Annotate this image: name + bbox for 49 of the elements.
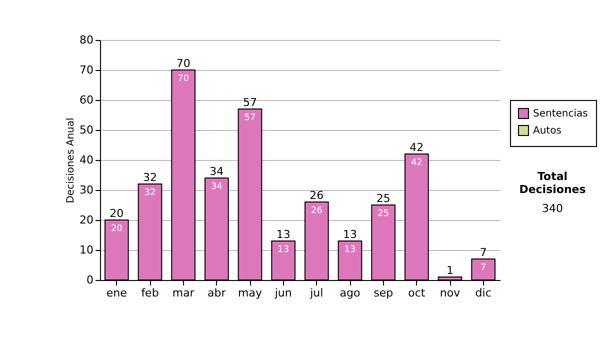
data-label: 20: [110, 224, 123, 234]
y-tick-label: 20: [80, 214, 94, 226]
total-label: 42: [410, 141, 424, 154]
data-label: 57: [244, 113, 256, 123]
x-tick-label: abr: [208, 286, 226, 300]
total-label: 13: [276, 228, 290, 241]
total-label: 13: [343, 228, 357, 241]
x-tick-label: mar: [172, 286, 195, 300]
x-tick-label: jul: [309, 286, 324, 300]
data-label: 7: [480, 263, 486, 273]
total-label: 7: [480, 246, 487, 259]
data-label: 34: [210, 182, 223, 192]
total-label: 26: [310, 189, 324, 202]
data-label: 13: [344, 245, 356, 255]
text: Total Decisiones: [518, 170, 587, 196]
y-tick-label: 80: [80, 34, 94, 46]
text: 340: [541, 202, 564, 215]
data-label: 70: [178, 74, 190, 84]
data-label: 13: [278, 245, 290, 255]
x-tick-label: oct: [408, 286, 426, 300]
total-label: 32: [143, 171, 157, 184]
x-tick-label: sep: [374, 286, 394, 300]
y-axis-title: Decisiones Anual: [66, 118, 77, 204]
x-tick-label: nov: [440, 286, 461, 300]
data-label: 32: [144, 188, 156, 198]
total-label: 25: [376, 192, 390, 205]
total-label: 70: [176, 57, 190, 70]
y-tick-label: 40: [80, 154, 94, 166]
x-tick-label: jun: [274, 286, 292, 300]
total-label: 57: [243, 96, 257, 109]
data-label: 25: [378, 209, 390, 219]
total-label: 20: [110, 207, 124, 220]
y-tick-label: 60: [80, 94, 94, 106]
y-tick-label: 0: [86, 274, 94, 286]
total-label: 34: [210, 165, 224, 178]
x-tick-label: dic: [475, 286, 492, 300]
x-tick-label: feb: [141, 286, 159, 300]
legend-label: Autos: [533, 126, 562, 136]
total-label: 1: [446, 264, 454, 277]
y-tick-label: 30: [80, 184, 94, 196]
x-tick-label: ene: [106, 286, 128, 300]
data-label: 42: [410, 158, 422, 168]
y-tick-label: 70: [80, 64, 94, 76]
legend-label: Sentencias: [533, 108, 588, 120]
y-tick-label: 10: [80, 244, 94, 256]
y-tick-label: 50: [80, 124, 94, 136]
x-tick-label: may: [238, 286, 262, 300]
x-tick-label: ago: [340, 286, 360, 300]
data-label: 26: [310, 206, 323, 216]
